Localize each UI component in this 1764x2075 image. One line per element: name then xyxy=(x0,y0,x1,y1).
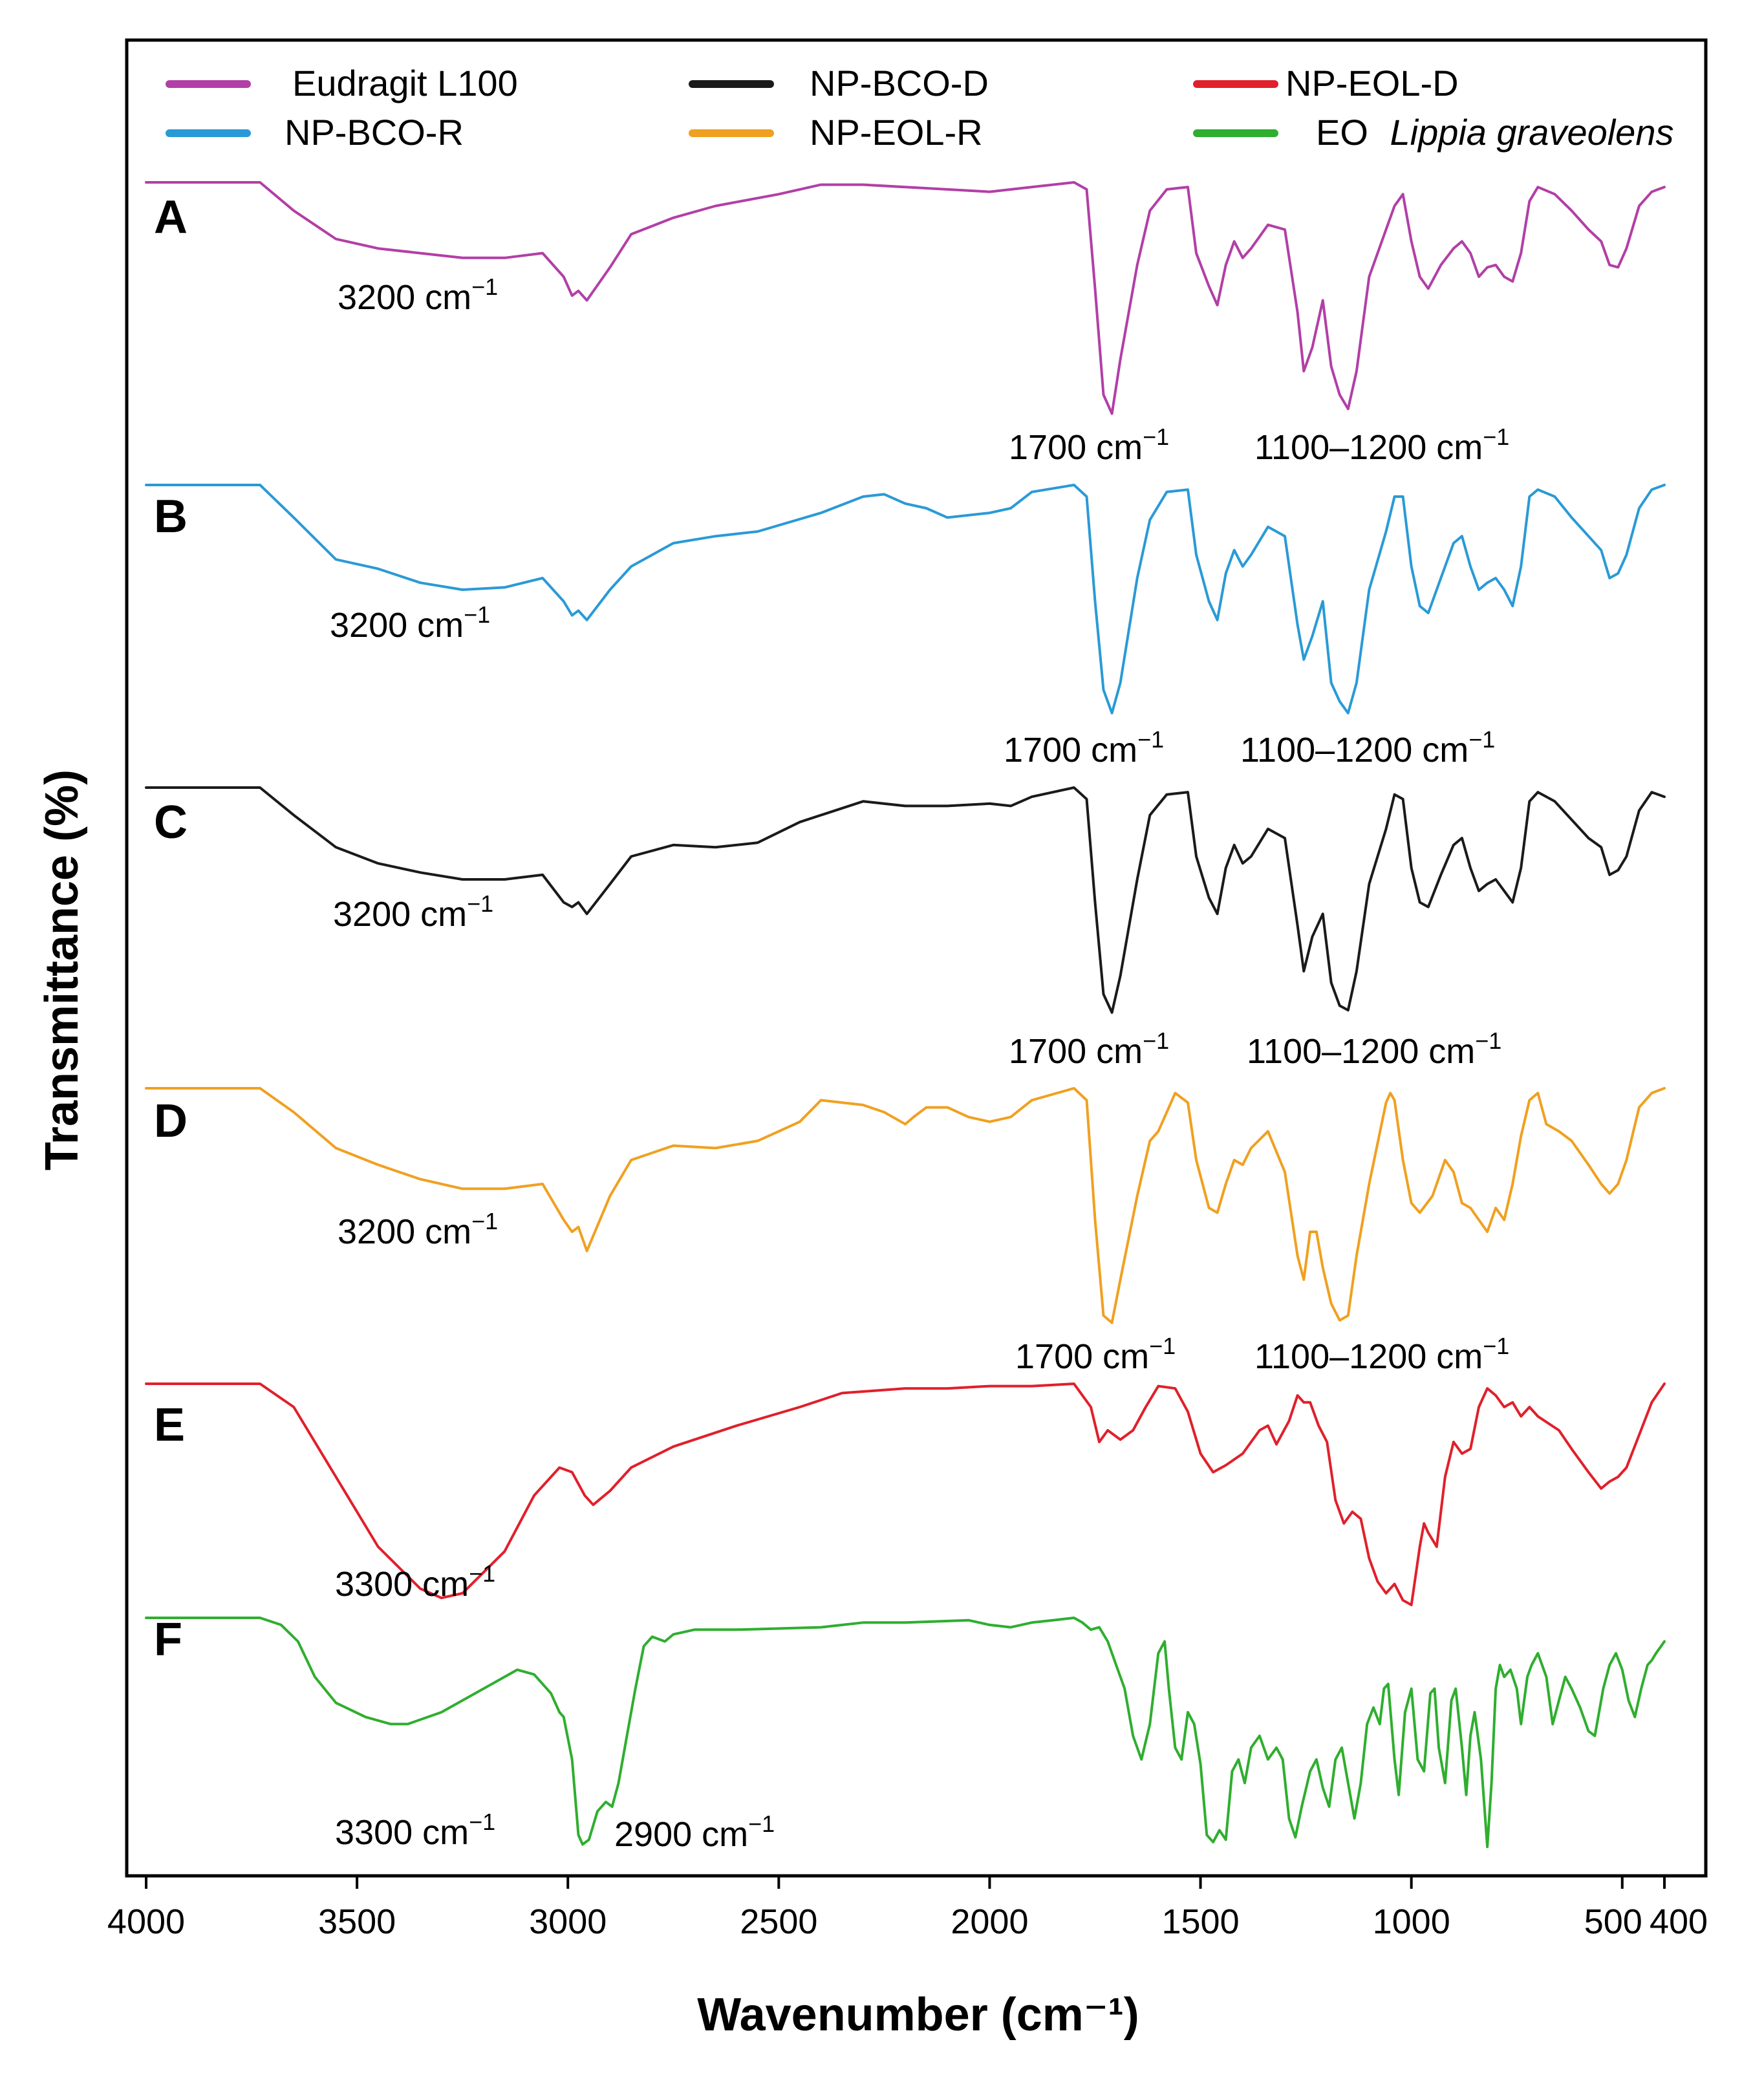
peak-label-exponent: −1 xyxy=(1143,1027,1169,1054)
peak-label-d-1: 3200 cm−1 xyxy=(338,1208,498,1251)
peak-label-text: 3200 cm xyxy=(338,1212,471,1251)
peak-label-exponent: −1 xyxy=(471,274,498,300)
x-tick-label-3500: 3500 xyxy=(318,1902,396,1941)
peak-label-exponent: −1 xyxy=(467,890,493,917)
peak-label-text: 1100–1200 cm xyxy=(1247,1032,1475,1071)
legend-label-np-bco-r: NP-BCO-R xyxy=(285,112,464,153)
peak-label-exponent: −1 xyxy=(748,1811,775,1837)
peak-label-d-3: 1100–1200 cm−1 xyxy=(1254,1333,1509,1376)
spectrum-line-c xyxy=(145,786,1666,1014)
peak-label-a-1: 3200 cm−1 xyxy=(338,274,498,317)
x-tick-label-1000: 1000 xyxy=(1373,1902,1450,1941)
panel-letter-f: F xyxy=(154,1614,182,1666)
peak-label-c-3: 1100–1200 cm−1 xyxy=(1247,1027,1501,1071)
legend-label-np-eol-r: NP-EOL-R xyxy=(810,112,983,153)
panel-letter-b: B xyxy=(154,491,188,543)
spectrum-line-a xyxy=(145,181,1666,415)
spectrum-line-b xyxy=(145,484,1666,715)
legend-label-eo-species: Lippia graveolens xyxy=(1390,112,1673,153)
legend-label-eudragit: Eudragit L100 xyxy=(292,63,518,103)
peak-label-b-3: 1100–1200 cm−1 xyxy=(1240,726,1495,769)
peak-label-text: 3200 cm xyxy=(333,895,467,934)
peak-label-text: 3300 cm xyxy=(335,1813,469,1852)
peak-label-text: 3200 cm xyxy=(338,278,471,317)
x-tick-label-400: 400 xyxy=(1650,1902,1708,1941)
peak-label-text: 2900 cm xyxy=(614,1815,748,1854)
legend-label-eo: EO Lippia graveolens xyxy=(1316,112,1673,153)
x-tick-label-500: 500 xyxy=(1584,1902,1642,1941)
peak-label-f-2: 2900 cm−1 xyxy=(614,1811,775,1854)
peak-label-text: 1100–1200 cm xyxy=(1254,428,1483,467)
legend-label-np-bco-d: NP-BCO-D xyxy=(810,63,989,103)
peak-label-exponent: −1 xyxy=(1483,1333,1509,1359)
panel-letter-d: D xyxy=(154,1095,188,1147)
peak-label-c-1: 3200 cm−1 xyxy=(333,890,493,934)
peak-label-text: 1700 cm xyxy=(1009,1032,1143,1071)
peak-label-e-1: 3300 cm−1 xyxy=(335,1560,495,1604)
peak-label-exponent: −1 xyxy=(1137,726,1164,753)
spectrum-line-f xyxy=(145,1617,1666,1849)
x-tick-label-2000: 2000 xyxy=(951,1902,1028,1941)
peak-label-text: 1700 cm xyxy=(1015,1337,1149,1376)
spectrum-line-d xyxy=(145,1087,1666,1324)
peak-label-exponent: −1 xyxy=(1468,726,1495,753)
legend-label-eo-prefix: EO xyxy=(1316,112,1368,153)
spectrum-line-e xyxy=(145,1382,1666,1606)
peak-label-text: 1100–1200 cm xyxy=(1254,1337,1483,1376)
peak-label-text: 1100–1200 cm xyxy=(1240,731,1468,769)
panel-letter-c: C xyxy=(154,797,188,848)
peak-label-text: 1700 cm xyxy=(1004,731,1137,769)
peak-label-text: 1700 cm xyxy=(1009,428,1143,467)
x-tick-label-2500: 2500 xyxy=(740,1902,817,1941)
peak-label-a-3: 1100–1200 cm−1 xyxy=(1254,424,1509,467)
peak-label-exponent: −1 xyxy=(469,1809,495,1835)
peak-label-exponent: −1 xyxy=(464,601,490,628)
x-tick-label-1500: 1500 xyxy=(1161,1902,1239,1941)
panel-letter-a: A xyxy=(154,191,188,243)
legend-label-np-eol-d: NP-EOL-D xyxy=(1285,63,1459,103)
legend: Eudragit L100 NP-BCO-D NP-EOL-D NP-BCO-R… xyxy=(166,63,1673,153)
peak-label-f-1: 3300 cm−1 xyxy=(335,1809,495,1852)
panel-e: E 3300 cm−1 xyxy=(145,1382,1666,1606)
peak-label-b-1: 3200 cm−1 xyxy=(330,601,490,645)
peak-label-a-2: 1700 cm−1 xyxy=(1009,424,1169,467)
peak-label-exponent: −1 xyxy=(1475,1027,1501,1054)
peak-label-exponent: −1 xyxy=(1149,1333,1176,1359)
peak-label-text: 3300 cm xyxy=(335,1565,469,1604)
panel-letter-e: E xyxy=(154,1399,185,1451)
x-axis-title: Wavenumber (cm⁻¹) xyxy=(697,1989,1139,2041)
peak-label-exponent: −1 xyxy=(1143,424,1169,450)
peak-label-b-2: 1700 cm−1 xyxy=(1004,726,1164,769)
peak-label-exponent: −1 xyxy=(471,1208,498,1234)
peak-label-exponent: −1 xyxy=(469,1560,495,1587)
peak-label-exponent: −1 xyxy=(1483,424,1509,450)
x-tick-label-3000: 3000 xyxy=(529,1902,607,1941)
plot-frame xyxy=(125,38,1708,1878)
peak-label-d-2: 1700 cm−1 xyxy=(1015,1333,1176,1376)
x-tick-label-4000: 4000 xyxy=(107,1902,185,1941)
x-axis: 4000 3500 3000 2500 2000 1500 1000 500 400 xyxy=(107,1876,1708,1941)
peak-label-c-2: 1700 cm−1 xyxy=(1009,1027,1169,1071)
peak-label-text: 3200 cm xyxy=(330,606,464,645)
y-axis-title: Transmittance (%) xyxy=(36,769,88,1170)
